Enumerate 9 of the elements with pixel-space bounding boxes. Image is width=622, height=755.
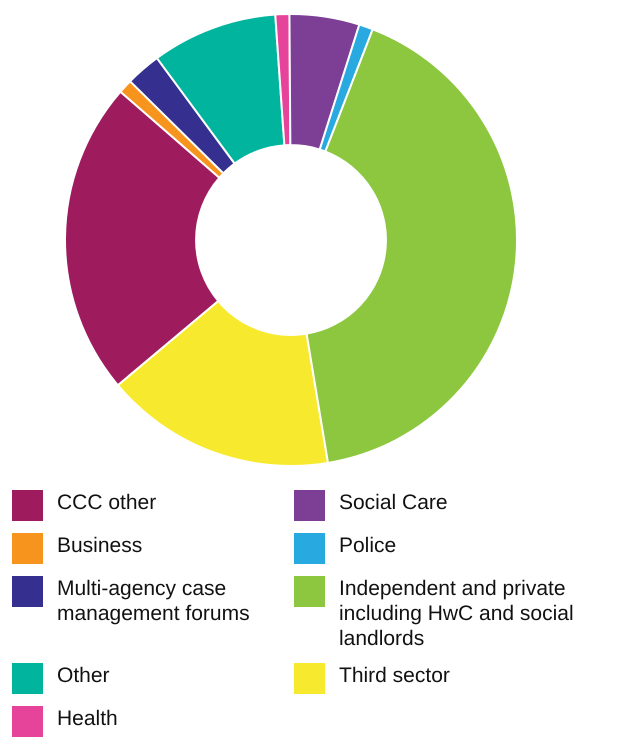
legend-label: Other xyxy=(57,663,110,688)
legend-label: Independent and private including HwC and social landlords xyxy=(339,576,575,651)
legend-label: CCC other xyxy=(57,490,156,515)
legend-label: Social Care xyxy=(339,490,448,515)
legend-label: Police xyxy=(339,533,396,558)
legend-label: Health xyxy=(57,706,118,731)
legend-label: Multi-agency case management forums xyxy=(57,576,251,626)
legend-label: Business xyxy=(57,533,142,558)
legend-label: Third sector xyxy=(339,663,450,688)
